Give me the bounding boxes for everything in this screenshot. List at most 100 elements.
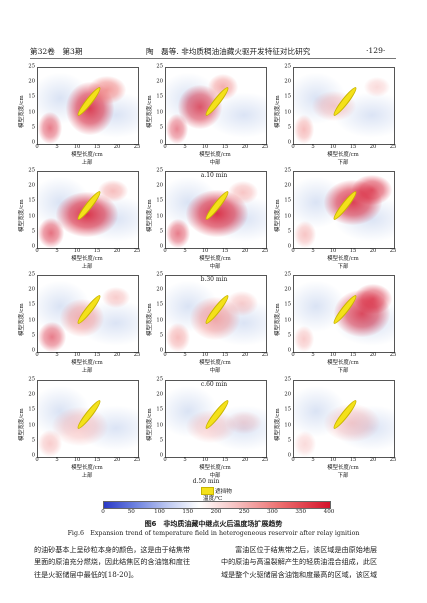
x-axis-ticks: 0 5 10 15 20 25 (291, 457, 396, 463)
x-tick-label: 5 (183, 248, 187, 254)
x-tick-label: 10 (73, 352, 81, 358)
x-tick-label: 0 (35, 352, 39, 358)
y-tick-label: 5 (159, 228, 163, 235)
heat-region (38, 429, 62, 457)
panel-region-label: 上部 (81, 368, 93, 374)
y-tick-label: 25 (284, 376, 291, 383)
x-tick-label: 10 (201, 457, 209, 463)
y-tick-label: 25 (156, 376, 163, 383)
y-tick-label: 5 (287, 437, 291, 444)
heat-region (56, 191, 118, 238)
heatmap-plot-area (37, 275, 139, 353)
heatmap-panel: 模型宽度/cm 25 20 15 10 5 0 0 5 10 15 20 25 模型长度/cm 下部 (275, 373, 396, 482)
heat-region (38, 321, 66, 352)
body-line: 域是整个火驱储层含油饱和度最高的区域，该区域 (221, 569, 378, 579)
y-axis-title-text: 模型宽度/cm (19, 95, 25, 128)
y-tick-label: 10 (284, 317, 291, 324)
heat-region (226, 411, 262, 435)
body-line: 往是火驱储层中最低的[18-20]。 (34, 569, 139, 579)
baffle-legend-label: 遮挡物 (215, 489, 232, 495)
heatmap-panel: 模型宽度/cm 25 20 15 10 5 0 0 5 10 15 20 25 模型长度/cm 上部 (19, 268, 141, 377)
y-tick-label: 15 (156, 406, 163, 413)
figure-caption-cn: 图6 非均质油藏中继点火后温度场扩展趋势 (144, 520, 283, 528)
x-axis-title: 模型长度/cm (199, 256, 231, 262)
y-tick-label: 10 (156, 109, 163, 116)
panel-region-label: 中部 (209, 368, 221, 374)
y-tick-label: 20 (28, 391, 35, 398)
x-tick-label: 10 (201, 248, 209, 254)
heat-region (38, 217, 64, 248)
panel-region-label: 上部 (81, 473, 93, 479)
y-tick-label: 15 (284, 406, 291, 413)
header-rule (30, 58, 396, 59)
y-axis-ticks: 25 20 15 10 5 0 (28, 168, 35, 250)
row-caption-b: b.30 min (200, 276, 228, 283)
body-line: 富油区位于结焦带之后，该区域是由原始地层 (221, 545, 378, 554)
heatmap-plot-area (165, 67, 267, 145)
x-axis-ticks: 0 5 10 15 20 25 (163, 144, 268, 150)
heat-region (102, 286, 130, 308)
heatmap-panel: 模型宽度/cm 25 20 15 10 5 0 0 5 10 15 20 25 模型长度/cm 下部 (275, 268, 396, 377)
x-axis-title: 模型长度/cm (327, 465, 359, 471)
heatmap-panel: 模型宽度/cm 25 20 15 10 5 0 0 5 10 15 20 25 模型长度/cm 中部 (147, 268, 268, 377)
panel-region-label: 中部 (209, 264, 221, 270)
panel-region-label: 下部 (337, 473, 349, 479)
y-tick-label: 0 (287, 243, 291, 250)
x-tick-label: 0 (291, 352, 295, 358)
y-tick-label: 0 (159, 139, 163, 146)
header-volume-issue: 第32卷 第3期 (30, 47, 83, 56)
y-tick-label: 20 (156, 78, 163, 85)
y-tick-label: 15 (284, 93, 291, 100)
x-axis-ticks: 0 5 10 15 20 25 (35, 248, 140, 254)
y-axis-title-text: 模型宽度/cm (147, 303, 153, 336)
x-axis-title: 模型长度/cm (71, 152, 103, 158)
row-caption-c: c.60 min (200, 381, 228, 388)
x-axis-title: 模型长度/cm (199, 465, 231, 471)
heat-region (364, 77, 390, 97)
body-line: 里面的原油充分燃烧，因此结焦区的含油饱和度往 (34, 557, 191, 567)
figure-caption-en: Fig.6 Expansion trend of temperature fie… (67, 530, 360, 537)
x-tick-label: 20 (369, 144, 377, 150)
y-tick-label: 0 (287, 139, 291, 146)
heatmap-panel: 模型宽度/cm 25 20 15 10 5 0 0 5 10 15 20 25 模型长度/cm 上部 (19, 60, 140, 169)
x-axis-ticks: 0 5 10 15 20 25 (35, 457, 140, 463)
x-tick-label: 20 (369, 248, 377, 254)
x-axis-title: 模型长度/cm (327, 256, 359, 262)
body-text-left: 的油砂基本上呈砂粒本身的颜色，这是由于结焦带 里面的原油充分燃烧，因此结焦区的含… (34, 544, 207, 581)
y-tick-label: 25 (284, 167, 291, 174)
body-line: 中的原油与高温裂解产生的轻质油混合组成，此区 (221, 557, 378, 567)
x-tick-label: 0 (35, 457, 39, 463)
x-tick-label: 25 (261, 457, 269, 463)
y-axis-title-text: 模型宽度/cm (275, 95, 281, 128)
y-tick-label: 10 (156, 317, 163, 324)
x-tick-label: 25 (133, 248, 141, 254)
x-axis-title: 模型长度/cm (327, 152, 359, 158)
x-axis-title: 模型长度/cm (199, 360, 231, 366)
heatmap-plot-area (293, 275, 395, 353)
y-axis-ticks: 25 20 15 10 5 0 (28, 64, 35, 145)
panel-region-label: 上部 (81, 264, 93, 270)
x-tick-label: 10 (329, 248, 337, 254)
y-axis-ticks: 25 20 15 10 5 0 (156, 272, 163, 353)
header-page-number: ·129· (366, 46, 386, 55)
x-tick-label: 20 (241, 352, 249, 358)
header-title: 陶 磊等. 非均质稠油油藏火驱开发特征对比研究 (146, 47, 311, 56)
x-tick-label: 20 (369, 457, 377, 463)
y-tick-label: 5 (31, 332, 35, 339)
y-tick-label: 5 (287, 332, 291, 339)
y-axis-title-text: 模型宽度/cm (19, 303, 25, 336)
x-tick-label: 5 (55, 144, 59, 150)
y-tick-label: 25 (284, 271, 291, 278)
y-axis-ticks: 25 20 15 10 5 0 (284, 271, 291, 353)
x-tick-label: 25 (133, 352, 141, 358)
y-tick-label: 5 (287, 124, 291, 131)
x-axis-ticks: 0 5 10 15 20 25 (163, 248, 268, 254)
y-tick-label: 5 (31, 437, 35, 444)
x-tick-label: 25 (133, 457, 141, 463)
y-tick-label: 0 (31, 243, 35, 250)
x-tick-label: 5 (183, 352, 187, 358)
x-axis-title: 模型长度/cm (71, 360, 103, 366)
x-tick-label: 20 (241, 248, 249, 254)
body-text-right: 富油区位于结焦带之后，该区域是由原始地层 中的原油与高温裂解产生的轻质油混合组成… (221, 544, 394, 581)
x-tick-label: 25 (389, 457, 397, 463)
